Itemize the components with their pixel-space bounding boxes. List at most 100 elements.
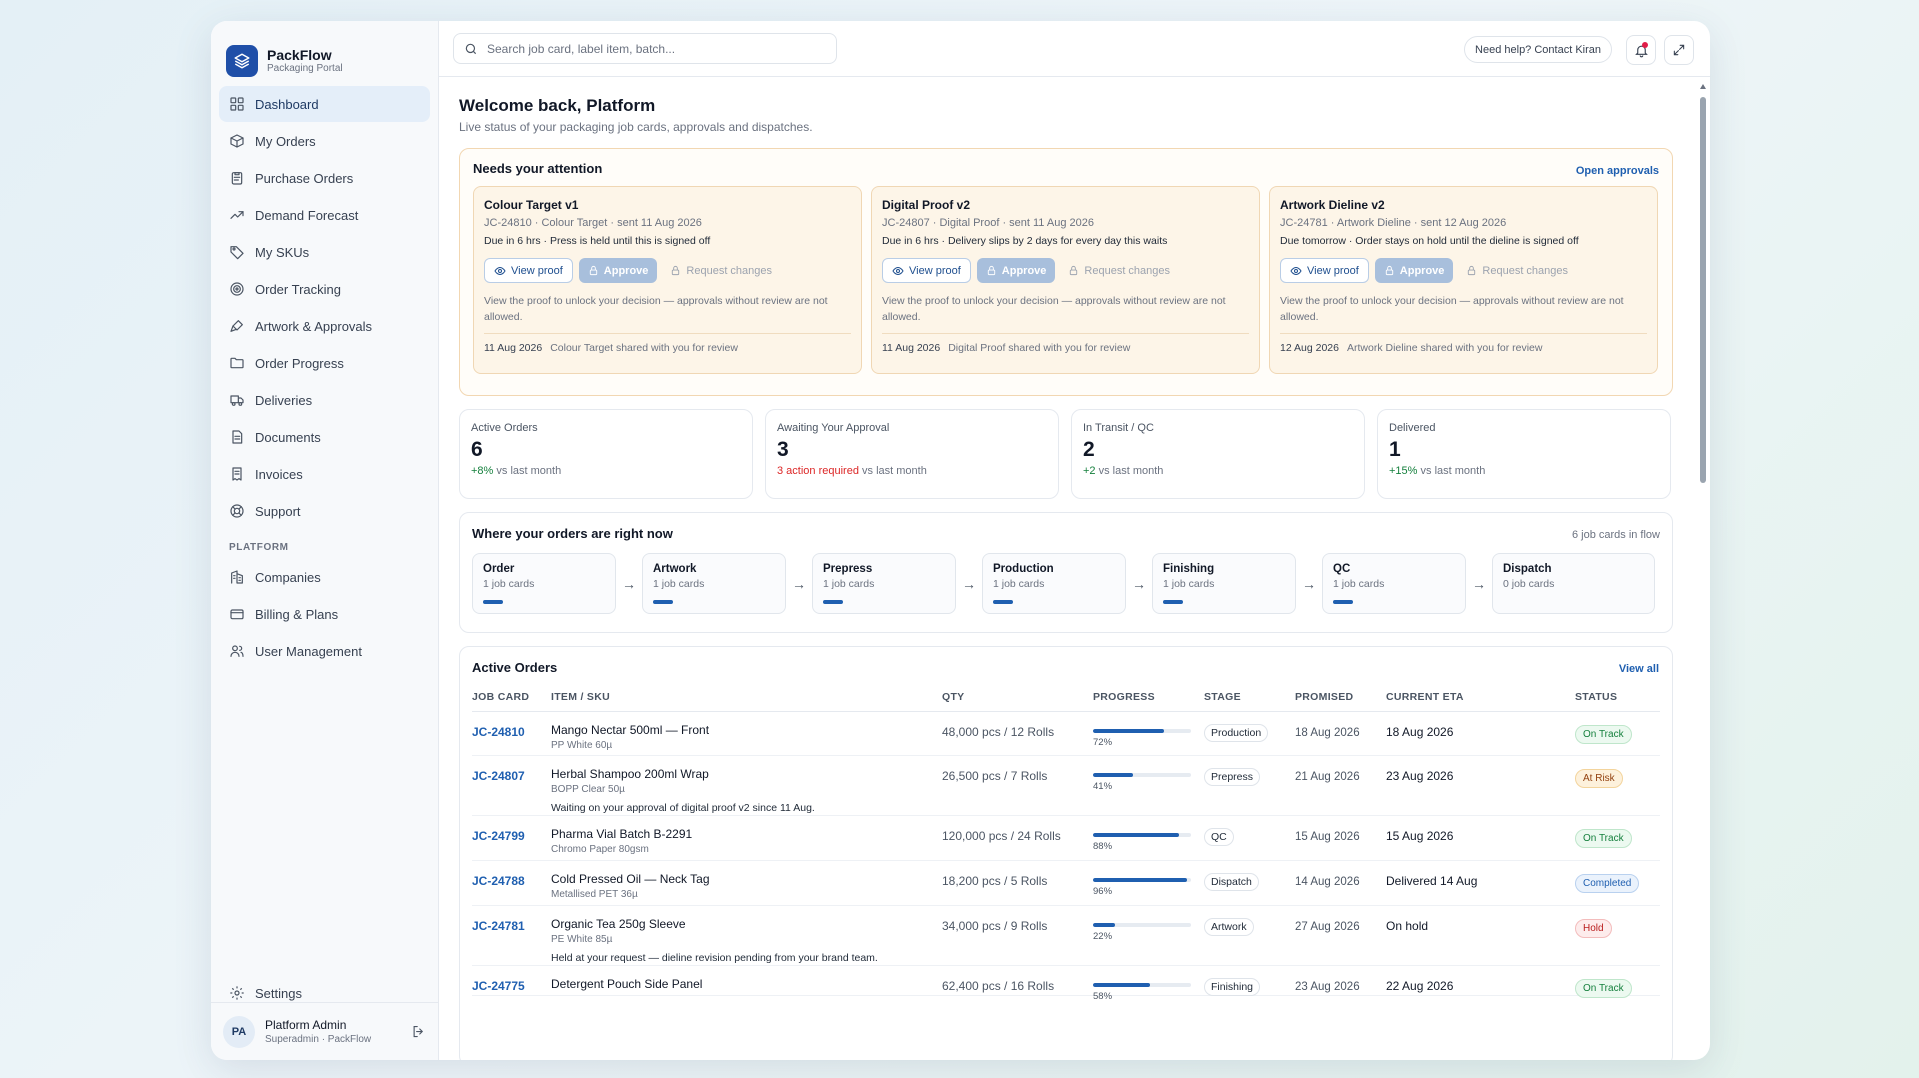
progress-bar	[1093, 833, 1191, 837]
sidebar-item-order-progress[interactable]: Order Progress	[219, 345, 430, 381]
brand[interactable]: PackFlow Packaging Portal	[211, 21, 438, 85]
approval-due: Due in 6 hrs · Press is held until this …	[484, 235, 711, 247]
stage-dispatch[interactable]: Dispatch 0 job cards	[1492, 553, 1655, 614]
approve-button[interactable]: Approve	[578, 258, 658, 283]
job-card-link[interactable]: JC-24788	[472, 874, 525, 888]
item-note: Waiting on your approval of digital proo…	[551, 802, 815, 814]
sidebar-item-my-orders[interactable]: My Orders	[219, 123, 430, 159]
scrollbar[interactable]	[1699, 83, 1707, 1060]
stage-indicator	[1333, 600, 1353, 604]
search-input[interactable]	[487, 41, 817, 56]
sidebar-item-user-management[interactable]: User Management	[219, 633, 430, 669]
page-title: Welcome back, Platform	[459, 96, 656, 115]
tag-icon	[230, 246, 244, 260]
approve-button[interactable]: Approve	[976, 258, 1056, 283]
notification-dot	[1642, 42, 1648, 48]
sidebar-item-invoices[interactable]: Invoices	[219, 456, 430, 492]
job-card-link[interactable]: JC-24799	[472, 829, 525, 843]
sidebar-item-label: Invoices	[255, 466, 303, 482]
stats-row: Active Orders 6 +8% vs last month Awaiti…	[459, 409, 1673, 499]
quantity: 26,500 pcs / 7 Rolls	[942, 769, 1048, 783]
progress-bar	[1093, 923, 1191, 927]
current-eta: 18 Aug 2026	[1386, 725, 1454, 739]
notifications-button[interactable]	[1626, 35, 1656, 65]
stage-production[interactable]: Production 1 job cards	[982, 553, 1126, 614]
stat-label: Delivered	[1389, 422, 1436, 434]
search-box[interactable]	[453, 33, 837, 64]
table-row[interactable]: JC-24781 Organic Tea 250g Sleeve PE Whit…	[472, 906, 1660, 966]
job-card-link[interactable]: JC-24807	[472, 769, 525, 783]
orders-table-body: JC-24810 Mango Nectar 500ml — Front PP W…	[472, 712, 1660, 1002]
stage-order[interactable]: Order 1 job cards	[472, 553, 616, 614]
stage-qc[interactable]: QC 1 job cards	[1322, 553, 1466, 614]
flow-count: 6 job cards in flow	[1571, 529, 1660, 541]
sidebar-item-deliveries[interactable]: Deliveries	[219, 382, 430, 418]
table-row[interactable]: JC-24810 Mango Nectar 500ml — Front PP W…	[472, 712, 1660, 756]
quantity: 120,000 pcs / 24 Rolls	[942, 829, 1061, 843]
progress-bar	[1093, 773, 1191, 777]
view-proof-button[interactable]: View proof	[484, 258, 573, 283]
sidebar-item-label: Artwork & Approvals	[255, 318, 373, 334]
sidebar-item-companies[interactable]: Companies	[219, 559, 430, 595]
stage-name: Production	[993, 563, 1054, 575]
sidebar-item-billing-and-plans[interactable]: Billing & Plans	[219, 596, 430, 632]
stat-card-in-transit-qc[interactable]: In Transit / QC 2 +2 vs last month	[1071, 409, 1365, 499]
approval-title: Artwork Dieline v2	[1280, 198, 1385, 212]
request-changes-button[interactable]: Request changes	[1459, 258, 1575, 283]
sidebar-item-dashboard[interactable]: Dashboard	[219, 86, 430, 122]
job-card-link[interactable]: JC-24781	[472, 919, 525, 933]
stage-artwork[interactable]: Artwork 1 job cards	[642, 553, 786, 614]
view-proof-button[interactable]: View proof	[1280, 258, 1369, 283]
sidebar-item-support[interactable]: Support	[219, 493, 430, 529]
sidebar-item-artwork-and-approvals[interactable]: Artwork & Approvals	[219, 308, 430, 344]
stat-card-active-orders[interactable]: Active Orders 6 +8% vs last month	[459, 409, 753, 499]
column-header: CURRENT ETA	[1386, 691, 1464, 703]
expand-button[interactable]	[1664, 35, 1694, 65]
approve-button[interactable]: Approve	[1374, 258, 1454, 283]
sidebar-item-purchase-orders[interactable]: Purchase Orders	[219, 160, 430, 196]
button-label: View proof	[909, 264, 961, 277]
sidebar-item-label: Documents	[255, 429, 321, 445]
scroll-up-icon[interactable]	[1699, 83, 1707, 91]
stat-card-delivered[interactable]: Delivered 1 +15% vs last month	[1377, 409, 1671, 499]
progress-bar	[1093, 729, 1191, 733]
sidebar-item-label: Support	[255, 503, 301, 519]
job-card-link[interactable]: JC-24810	[472, 725, 525, 739]
scrollbar-thumb[interactable]	[1700, 97, 1706, 483]
stage-name: Dispatch	[1503, 563, 1552, 575]
help-contact-button[interactable]: Need help? Contact Kiran	[1464, 36, 1612, 63]
progress-label: 96%	[1093, 886, 1113, 897]
sidebar-item-documents[interactable]: Documents	[219, 419, 430, 455]
table-row[interactable]: JC-24807 Herbal Shampoo 200ml Wrap BOPP …	[472, 756, 1660, 816]
status-badge: At Risk	[1575, 769, 1623, 788]
table-row[interactable]: JC-24775 Detergent Pouch Side Panel 62,4…	[472, 966, 1660, 1002]
scroll-down-icon[interactable]	[1699, 1057, 1707, 1060]
stat-card-awaiting-your-approval[interactable]: Awaiting Your Approval 3 3 action requir…	[765, 409, 1059, 499]
approval-date: 12 Aug 2026	[1280, 342, 1339, 354]
stage-name: Order	[483, 563, 515, 575]
stage-finishing[interactable]: Finishing 1 job cards	[1152, 553, 1296, 614]
stage-prepress[interactable]: Prepress 1 job cards	[812, 553, 956, 614]
sidebar-item-settings[interactable]: Settings	[219, 975, 430, 1011]
sidebar-item-order-tracking[interactable]: Order Tracking	[219, 271, 430, 307]
request-changes-button[interactable]: Request changes	[663, 258, 779, 283]
logout-icon[interactable]	[411, 1024, 426, 1044]
job-card-link[interactable]: JC-24775	[472, 979, 525, 993]
sidebar-item-demand-forecast[interactable]: Demand Forecast	[219, 197, 430, 233]
trend-icon	[230, 211, 244, 219]
table-row[interactable]: JC-24799 Pharma Vial Batch B-2291 Chromo…	[472, 816, 1660, 861]
request-changes-button[interactable]: Request changes	[1061, 258, 1177, 283]
sidebar-section-label: PLATFORM	[229, 542, 289, 553]
open-approvals-link[interactable]: Open approvals	[1575, 165, 1659, 177]
target-icon	[230, 282, 244, 296]
view-proof-button[interactable]: View proof	[882, 258, 971, 283]
stage-count: 1 job cards	[823, 578, 875, 590]
sidebar-item-my-skus[interactable]: My SKUs	[219, 234, 430, 270]
approval-meta: JC-24781 · Artwork Dieline · sent 12 Aug…	[1280, 217, 1507, 229]
user-profile[interactable]: PA Platform Admin Superadmin · PackFlow	[211, 1002, 438, 1060]
table-row[interactable]: JC-24788 Cold Pressed Oil — Neck Tag Met…	[472, 861, 1660, 906]
view-all-link[interactable]: View all	[1618, 663, 1659, 675]
column-header: JOB CARD	[472, 691, 530, 703]
arrow-right-icon: →	[962, 575, 976, 592]
order-flow-panel: Where your orders are right now 6 job ca…	[459, 512, 1673, 633]
